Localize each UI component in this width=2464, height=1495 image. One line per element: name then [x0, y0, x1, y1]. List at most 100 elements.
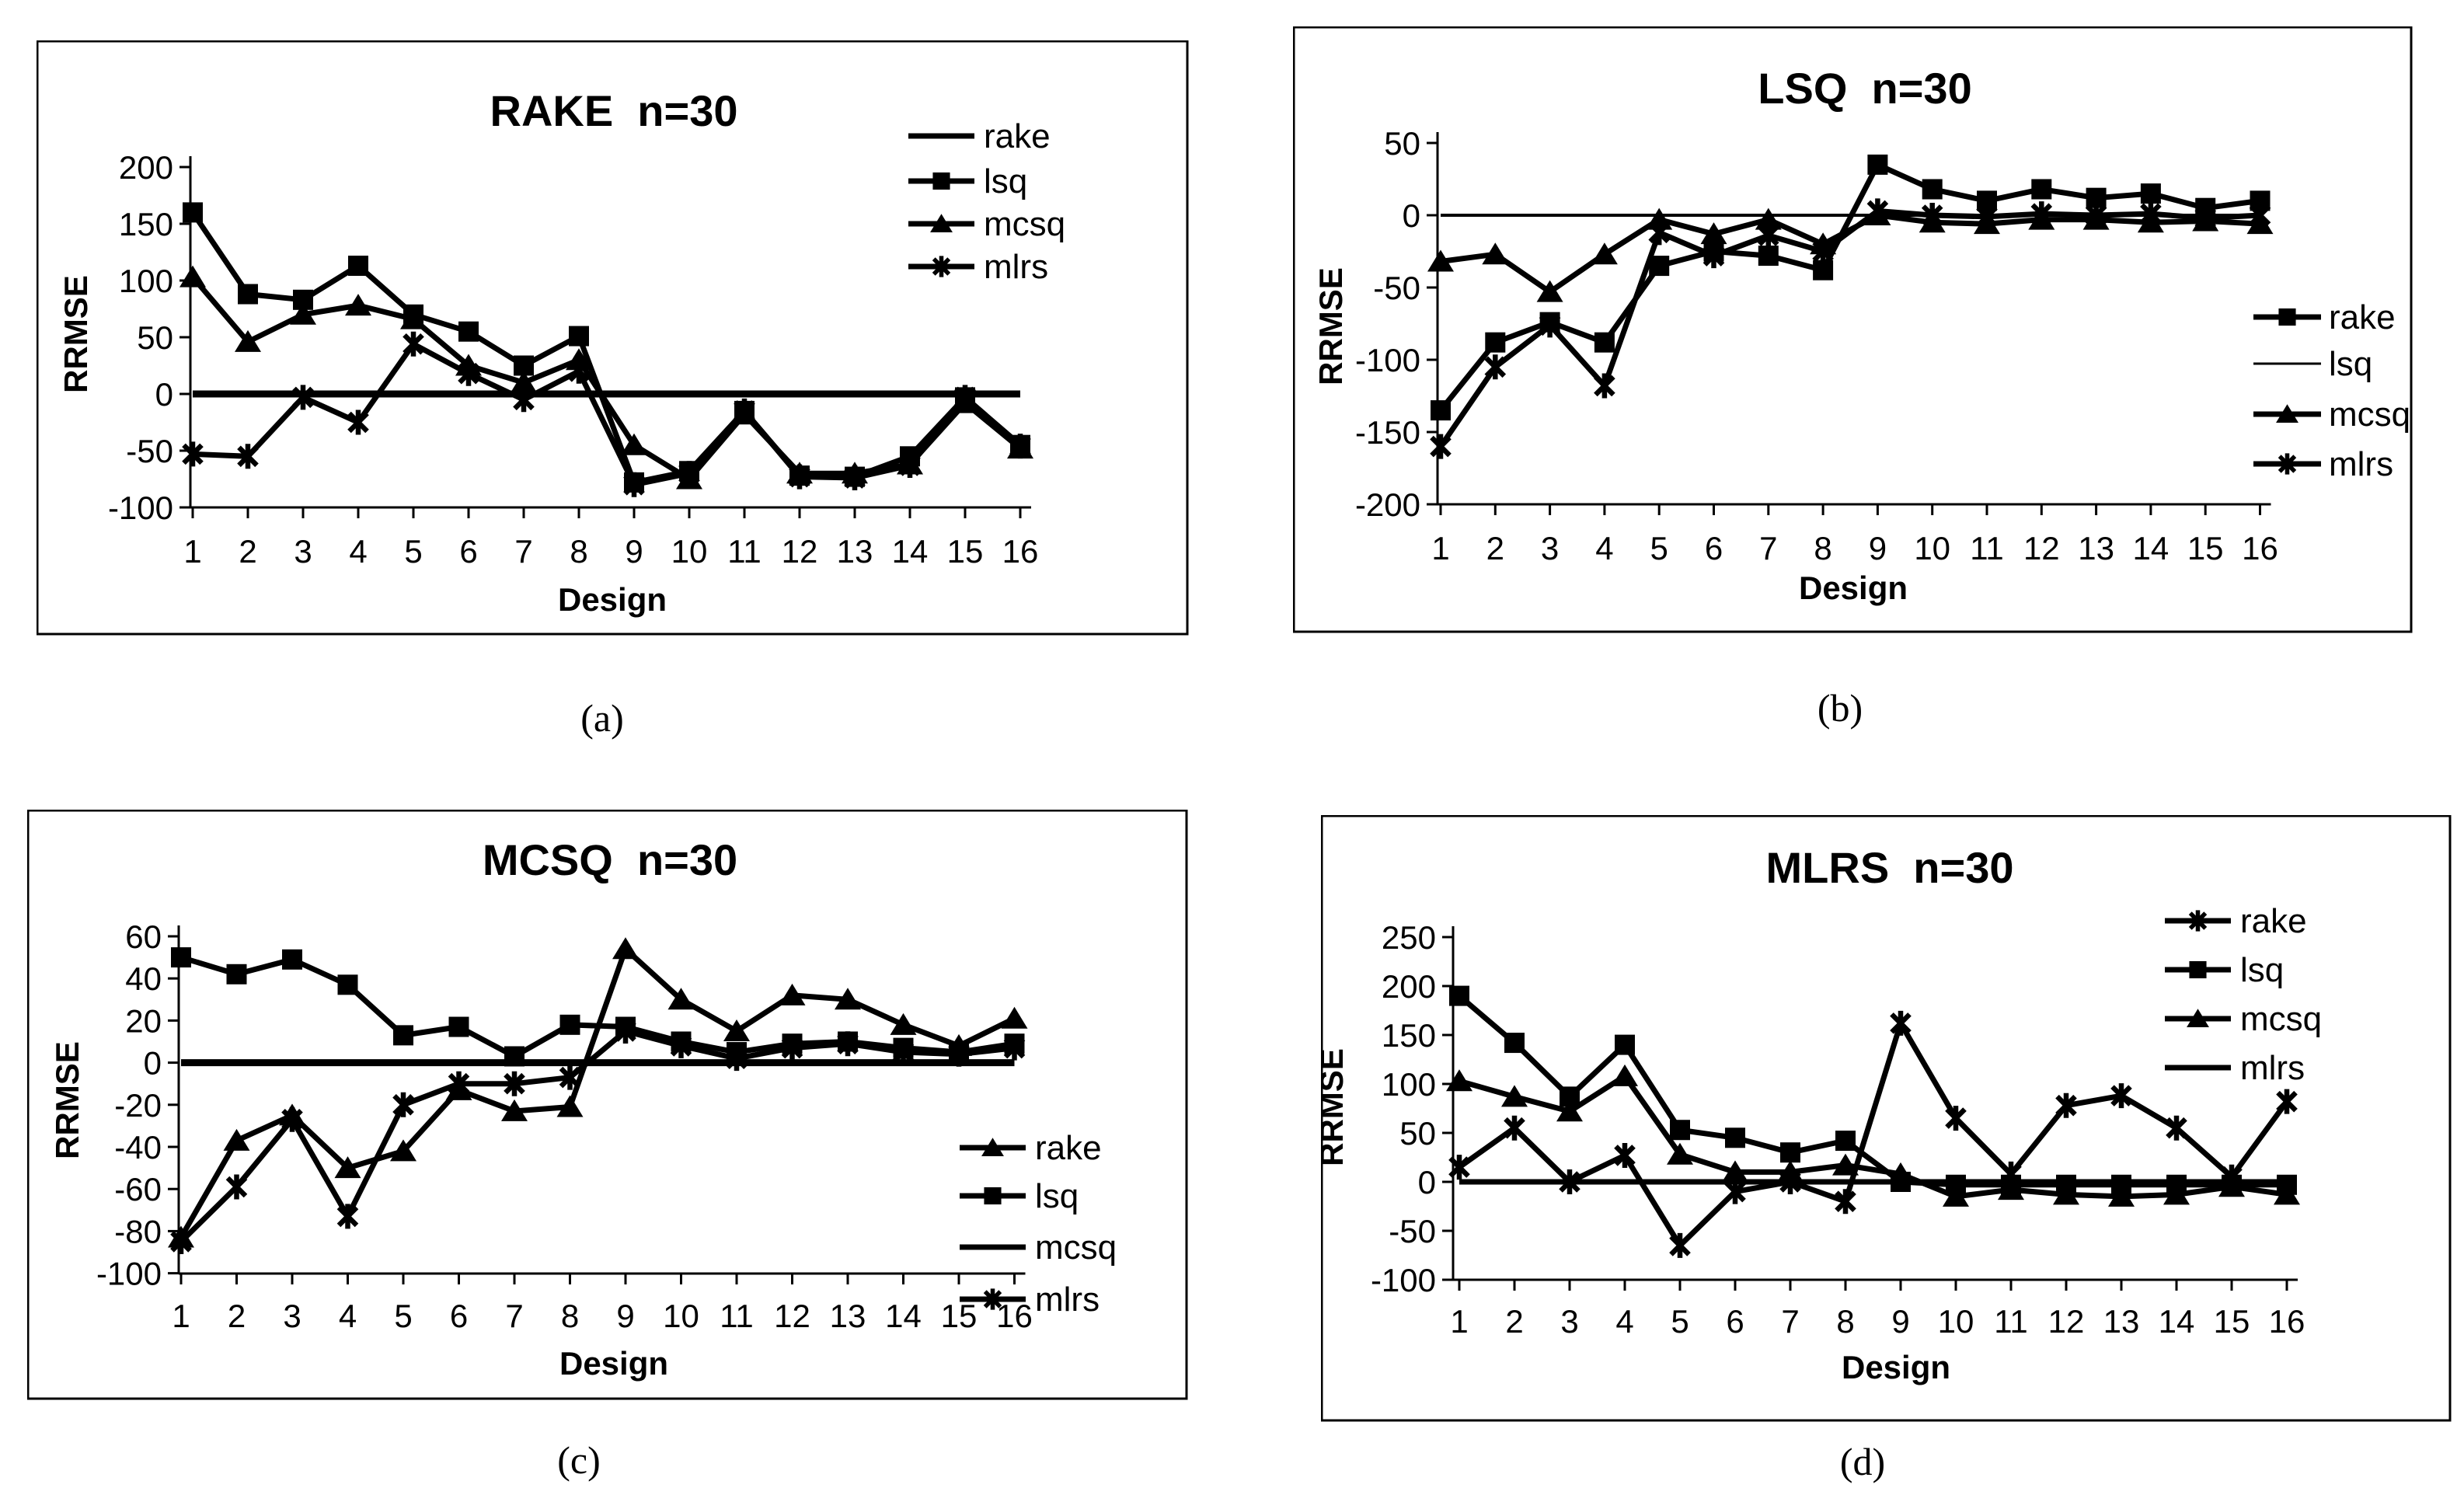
asterisk-stroke	[1976, 206, 1998, 228]
data-point-mlrs	[568, 358, 590, 384]
y-tick-label: 50	[1384, 125, 1420, 162]
y-tick-label: -100	[1371, 1262, 1436, 1298]
panel-caption-c: (c)	[557, 1438, 601, 1482]
data-point-mlrs	[1484, 354, 1507, 380]
x-tick-label: 1	[183, 533, 201, 570]
data-point-lsq	[458, 321, 479, 342]
asterisk-stroke	[568, 361, 590, 382]
data-point-mlrs	[559, 1065, 581, 1090]
data-point-mcsq	[621, 433, 647, 455]
data-point-rake	[556, 1095, 584, 1117]
legend-item-lsq: lsq	[960, 1177, 1079, 1215]
chart-title: MLRS n=30	[1766, 843, 2014, 892]
asterisk-stroke	[225, 1176, 248, 1198]
asterisk-stroke	[892, 1041, 915, 1063]
data-point-mcsq	[400, 307, 427, 329]
data-point-mcsq	[1998, 1178, 2024, 1201]
x-tick-label: 5	[1671, 1303, 1689, 1340]
asterisk-stroke	[347, 411, 369, 434]
data-point-mlrs	[1976, 204, 1998, 229]
data-point-mlrs	[504, 1071, 525, 1096]
legend-marker-rake	[981, 1138, 1004, 1157]
data-point-mcsq	[1427, 249, 1454, 272]
x-tick-label: 3	[294, 533, 312, 570]
data-point-rake	[1001, 1006, 1028, 1029]
chart-title: LSQ n=30	[1758, 64, 1971, 113]
y-tick-label: 0	[144, 1045, 162, 1082]
asterisk-stroke	[336, 1205, 359, 1228]
legend: rake lsq mcsq mlrs	[960, 1129, 1117, 1319]
asterisk-stroke	[1594, 375, 1615, 397]
data-point-lsq	[559, 1014, 580, 1035]
asterisk-stroke	[1890, 1012, 1912, 1034]
legend-marker-mlrs	[983, 1288, 1002, 1310]
asterisk-stroke	[281, 1108, 303, 1131]
legend-label: mlrs	[2240, 1049, 2305, 1087]
data-point-rake	[1448, 1155, 1470, 1180]
x-tick-label: 6	[450, 1298, 468, 1334]
y-tick-label: -80	[114, 1213, 162, 1249]
asterisk-stroke	[1866, 200, 1889, 222]
data-point-mcsq	[1755, 207, 1782, 230]
asterisk-stroke	[504, 1072, 525, 1095]
legend-marker-lsq	[932, 172, 950, 190]
y-tick-label: -100	[1355, 342, 1420, 378]
y-tick-label: -150	[1355, 414, 1420, 451]
data-point-mlrs	[225, 1174, 248, 1200]
data-point-mlrs	[1702, 243, 1725, 269]
asterisk-stroke	[678, 462, 700, 484]
asterisk-stroke	[2249, 204, 2271, 226]
asterisk-stroke	[2140, 203, 2162, 225]
x-tick-label: 5	[1650, 530, 1668, 566]
panel-caption-d: (d)	[1839, 1440, 1886, 1483]
x-tick-label: 14	[2133, 530, 2170, 566]
x-tick-label: 15	[2187, 530, 2224, 566]
data-point-lsq	[171, 947, 191, 968]
legend-item-mcsq: mcsq	[908, 205, 1065, 243]
x-tick-label: 9	[1869, 530, 1887, 566]
data-point-mcsq	[1446, 1069, 1472, 1092]
data-point-mlrs	[678, 461, 700, 486]
x-tick-label: 6	[1726, 1303, 1744, 1340]
asterisk-stroke	[1539, 314, 1561, 336]
legend-label: lsq	[2329, 345, 2372, 383]
asterisk-stroke	[954, 386, 976, 409]
data-point-lsq	[1725, 1127, 1745, 1148]
data-point-rake	[2166, 1115, 2187, 1141]
data-point-mlrs	[281, 1106, 303, 1132]
asterisk-stroke	[237, 445, 259, 468]
x-tick-label: 16	[1002, 533, 1039, 570]
data-point-mcsq	[1722, 1160, 1748, 1183]
plot-border	[1293, 26, 2413, 633]
asterisk-stroke	[844, 467, 866, 489]
asterisk-stroke	[726, 1047, 748, 1069]
y-tick-label: 100	[119, 263, 173, 299]
asterisk-stroke	[1484, 356, 1507, 378]
x-tick-label: 11	[720, 1298, 754, 1334]
data-point-mlrs	[954, 385, 976, 410]
data-point-rake	[1594, 332, 1615, 353]
x-tick-label: 5	[394, 1298, 412, 1334]
x-tick-label: 15	[947, 533, 984, 570]
x-tick-label: 15	[2214, 1303, 2250, 1340]
legend-label: mcsq	[2240, 1000, 2322, 1038]
data-point-lsq	[348, 256, 368, 277]
series-line-mlrs	[179, 1028, 1015, 1244]
data-point-rake	[612, 937, 639, 960]
data-point-mcsq	[179, 265, 206, 288]
asterisk-stroke	[448, 1072, 470, 1095]
legend-label: mlrs	[2329, 445, 2393, 483]
y-tick-label: -20	[114, 1087, 162, 1124]
asterisk-stroke	[1758, 225, 1779, 246]
asterisk-stroke	[458, 362, 479, 385]
data-point-mlrs	[1539, 312, 1561, 338]
asterisk-stroke	[1430, 435, 1452, 458]
asterisk-stroke	[899, 455, 921, 476]
data-point-lsq	[1835, 1131, 1856, 1152]
x-tick-label: 12	[782, 533, 818, 570]
series-line-mcsq	[190, 275, 1023, 483]
x-axis-title: Design	[1842, 1349, 1950, 1385]
data-point-lsq	[448, 1016, 469, 1037]
asterisk-stroke	[2030, 203, 2053, 225]
